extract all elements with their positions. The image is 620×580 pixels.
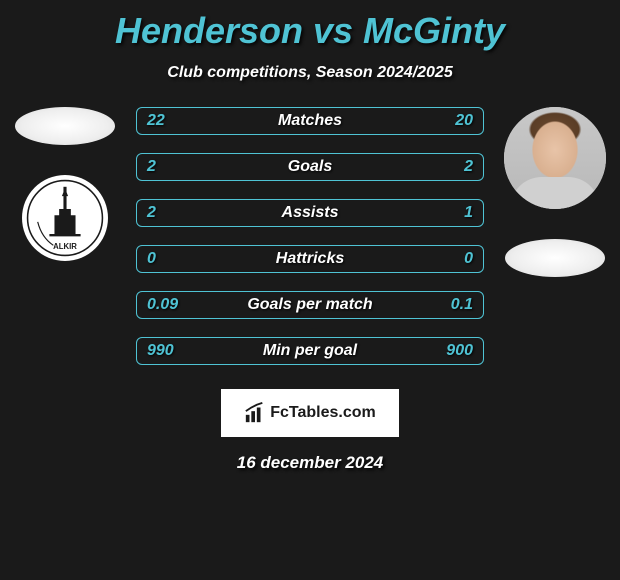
stat-row-assists: 2 Assists 1	[136, 199, 484, 227]
right-player-column	[500, 107, 610, 277]
brand-name: FcTables.com	[270, 404, 376, 422]
stat-row-min-per-goal: 990 Min per goal 900	[136, 337, 484, 365]
svg-text:ALKIR: ALKIR	[53, 242, 77, 251]
stat-row-goals: 2 Goals 2	[136, 153, 484, 181]
stat-row-matches: 22 Matches 20	[136, 107, 484, 135]
stat-right-value: 0.1	[433, 296, 473, 314]
stat-label: Hattricks	[276, 250, 344, 268]
right-player-avatar	[504, 107, 606, 209]
stat-right-value: 20	[433, 112, 473, 130]
footer-date: 16 december 2024	[0, 453, 620, 473]
stat-left-value: 22	[147, 112, 187, 130]
left-player-avatar-placeholder	[15, 107, 115, 145]
falkirk-logo-icon: ALKIR	[26, 179, 104, 257]
left-club-logo: ALKIR	[22, 175, 108, 261]
stat-right-value: 1	[433, 204, 473, 222]
page-title: Henderson vs McGinty	[0, 10, 620, 52]
stat-row-goals-per-match: 0.09 Goals per match 0.1	[136, 291, 484, 319]
stat-left-value: 2	[147, 204, 187, 222]
stat-row-hattricks: 0 Hattricks 0	[136, 245, 484, 273]
stat-left-value: 990	[147, 342, 187, 360]
stat-left-value: 0	[147, 250, 187, 268]
stat-right-value: 900	[433, 342, 473, 360]
right-club-logo-placeholder	[505, 239, 605, 277]
stat-left-value: 2	[147, 158, 187, 176]
stat-right-value: 2	[433, 158, 473, 176]
stats-rows: 22 Matches 20 2 Goals 2 2 Assists 1 0 Ha…	[136, 107, 484, 365]
brand-logo: FcTables.com	[221, 389, 399, 437]
stat-label: Assists	[282, 204, 339, 222]
chart-icon	[244, 402, 266, 424]
stat-label: Min per goal	[263, 342, 357, 360]
stat-label: Goals	[288, 158, 332, 176]
stat-label: Matches	[278, 112, 342, 130]
stat-left-value: 0.09	[147, 296, 187, 314]
stats-area: ALKIR 22 Matches 20 2 Goals 2 2 A	[0, 107, 620, 365]
page-subtitle: Club competitions, Season 2024/2025	[0, 64, 620, 82]
stat-label: Goals per match	[247, 296, 372, 314]
stat-right-value: 0	[433, 250, 473, 268]
comparison-card: Henderson vs McGinty Club competitions, …	[0, 0, 620, 580]
player-face-icon	[504, 107, 606, 209]
left-player-column: ALKIR	[10, 107, 120, 261]
